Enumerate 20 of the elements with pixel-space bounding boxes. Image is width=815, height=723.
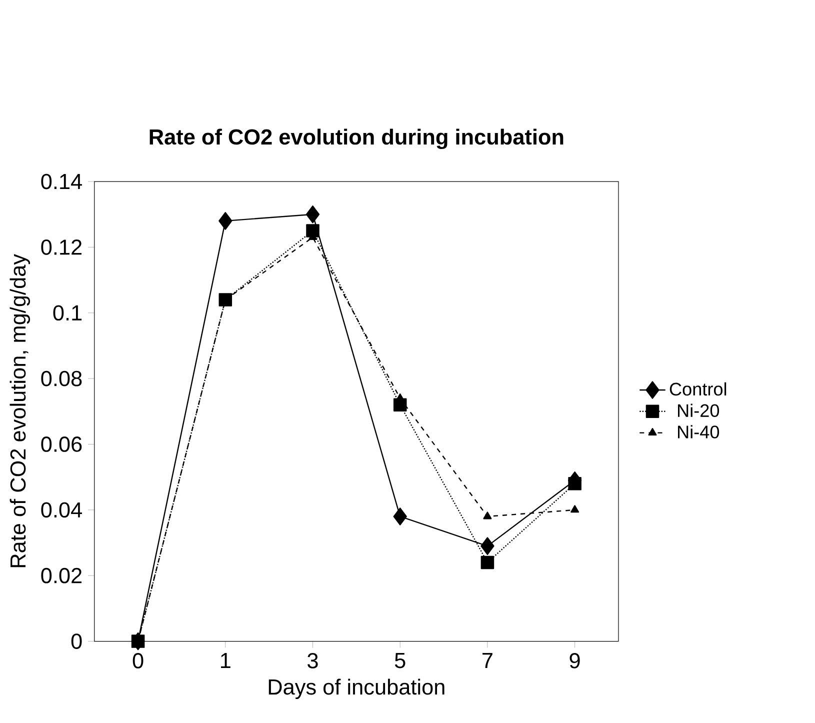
x-axis-title: Days of incubation — [268, 678, 444, 700]
y-tick-label: 0.02 — [41, 568, 82, 584]
y-tick-label: 0.06 — [41, 436, 82, 452]
chart-title: Rate of CO2 evolution during incubation — [150, 128, 564, 150]
y-axis-title: Rate of CO2 evolution, mg/g/day — [10, 254, 30, 568]
y-tick-label: 0 — [71, 634, 82, 650]
y-tick-label: 0.1 — [53, 305, 82, 321]
x-tick-label: 5 — [394, 653, 406, 668]
x-tick-label: 1 — [221, 653, 230, 668]
legend-label: Ni-20 — [678, 404, 720, 418]
y-tick-label: 0.14 — [41, 174, 82, 190]
x-tick-label: 3 — [308, 653, 318, 669]
x-tick-label: 0 — [132, 653, 144, 669]
x-tick-label: 7 — [482, 653, 492, 668]
legend-label: Control — [670, 382, 726, 396]
legend-label: Ni-40 — [678, 425, 720, 438]
y-tick-label: 0.04 — [41, 502, 82, 518]
x-tick-label: 9 — [570, 653, 580, 669]
y-tick-label: 0.08 — [41, 370, 82, 386]
y-tick-label: 0.12 — [41, 240, 82, 255]
